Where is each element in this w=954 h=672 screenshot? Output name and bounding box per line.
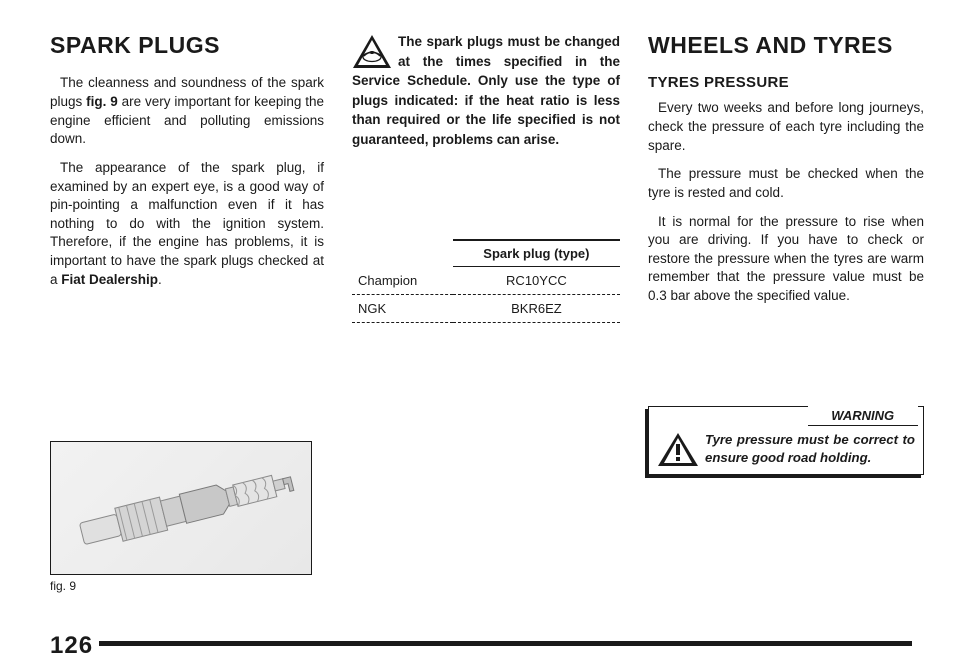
warning-body: Tyre pressure must be correct to ensure … (649, 431, 923, 467)
column-spark-plugs: SPARK PLUGS The cleanness and soundness … (50, 32, 324, 593)
dealership-bold: Fiat Dealership (61, 272, 158, 287)
table-row: NGK BKR6EZ (352, 295, 620, 323)
brand-cell: NGK (352, 295, 453, 323)
page-number-bar (50, 641, 912, 646)
warning-text: Tyre pressure must be correct to ensure … (705, 432, 915, 465)
spark-plugs-para-2: The appearance of the spark plug, if exa… (50, 159, 324, 289)
figure-9-spark-plug: P5S0068-4m (50, 441, 312, 575)
warning-label: WARNING (808, 406, 918, 426)
subsection-tyres-pressure: TYRES PRESSURE (648, 74, 924, 91)
spark-plug-table: Spark plug (type) Champion RC10YCC NGK B… (352, 239, 620, 323)
caution-triangle-icon (352, 34, 392, 70)
column-caution-table: The spark plugs must be changed at the t… (352, 32, 620, 593)
caution-block: The spark plugs must be changed at the t… (352, 32, 620, 149)
fig-ref-bold: fig. 9 (86, 94, 118, 109)
spark-plug-illustration (51, 442, 312, 575)
warning-box: WARNING Tyre pressure must be correct to… (648, 406, 924, 476)
type-cell: BKR6EZ (453, 295, 620, 323)
warning-triangle-icon (657, 432, 699, 468)
section-title-spark-plugs: SPARK PLUGS (50, 32, 324, 58)
tyres-para-3: It is normal for the pressure to rise wh… (648, 213, 924, 306)
figure-wrap: P5S0068-4m fig. 9 (50, 441, 324, 593)
spark-plugs-para-1: The cleanness and soundness of the spark… (50, 74, 324, 149)
tyres-para-1: Every two weeks and before long journeys… (648, 99, 924, 155)
tyres-para-2: The pressure must be checked when the ty… (648, 165, 924, 202)
type-cell: RC10YCC (453, 267, 620, 295)
text: The appearance of the spark plug, if exa… (50, 160, 324, 287)
section-title-wheels-tyres: WHEELS AND TYRES (648, 32, 924, 58)
caution-text: The spark plugs must be changed at the t… (352, 34, 620, 147)
page-number: 126 (50, 632, 99, 660)
table-header-type: Spark plug (type) (453, 240, 620, 267)
table-row: Champion RC10YCC (352, 267, 620, 295)
brand-cell: Champion (352, 267, 453, 295)
column-wheels-tyres: WHEELS AND TYRES TYRES PRESSURE Every tw… (648, 32, 924, 593)
figure-caption: fig. 9 (50, 579, 324, 593)
table-header-blank (352, 240, 453, 267)
text: . (158, 272, 162, 287)
